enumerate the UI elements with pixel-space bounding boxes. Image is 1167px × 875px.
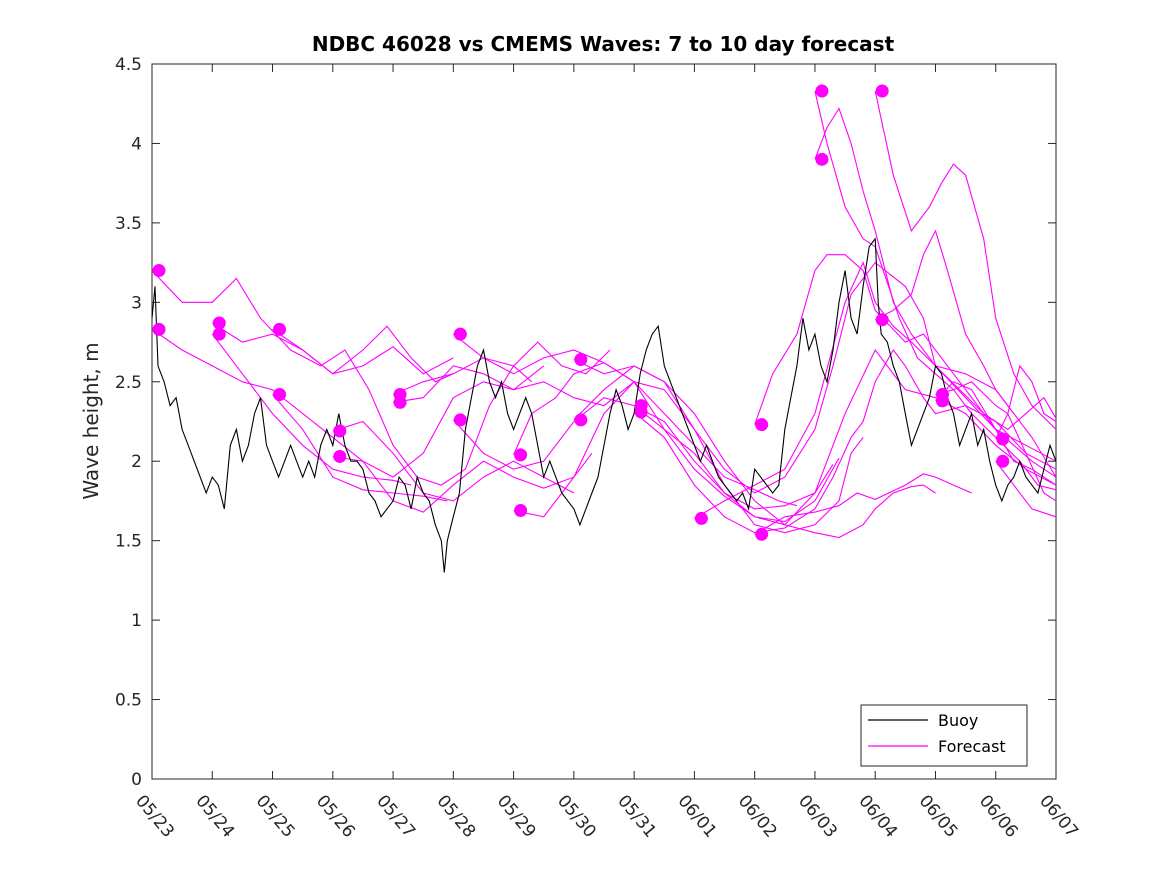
forecast-run-line [995, 364, 1057, 440]
y-axis: 0 0.5 1 1.5 2 2.5 3 3.5 4 4.5 [115, 55, 1056, 790]
y-tick-label: 1 [131, 611, 142, 631]
forecast-run-line [754, 254, 1057, 486]
forecast-run-line [935, 381, 1057, 478]
y-tick-label: 3.5 [115, 214, 142, 234]
forecast-run-line [272, 328, 454, 375]
forecast-run-line [573, 261, 1057, 494]
forecast-run-line [814, 107, 1057, 431]
forecast-run-line [211, 333, 412, 486]
forecast-run-line [694, 261, 1015, 519]
forecast-start-point [453, 413, 467, 427]
forecast-start-point [212, 327, 226, 341]
forecast-start-point [815, 84, 829, 98]
forecast-start-point [152, 264, 166, 278]
forecast-start-point [453, 327, 467, 341]
forecast-run-line [513, 362, 840, 523]
forecast-start-point [875, 84, 889, 98]
forecast-start-point [393, 395, 407, 409]
forecast-start-point [875, 313, 889, 327]
forecast-run-line [935, 381, 1057, 502]
legend-label-buoy: Buoy [938, 711, 978, 730]
legend-label-forecast: Forecast [938, 737, 1006, 756]
forecast-start-point [514, 503, 528, 517]
y-tick-label: 2.5 [115, 373, 142, 393]
y-tick-label: 3 [131, 293, 142, 313]
forecast-run-line [874, 229, 1057, 478]
forecast-start-point [574, 413, 588, 427]
plot-area [151, 63, 1057, 780]
y-axis-label: Wave height, m [79, 342, 103, 499]
forecast-run-line [452, 397, 834, 510]
series-layer [151, 84, 1057, 573]
y-tick-label: 1.5 [115, 532, 142, 552]
y-tick-label: 2 [131, 452, 142, 472]
y-tick-label: 0.5 [115, 691, 142, 711]
forecast-run-line [513, 381, 864, 534]
forecast-start-point [333, 424, 347, 438]
forecast-start-point [212, 316, 226, 330]
forecast-run-line [151, 328, 545, 478]
forecast-start-point [755, 527, 769, 541]
legend-box [860, 704, 1028, 767]
buoy-line [151, 237, 1057, 573]
legend: Buoy Forecast [860, 704, 1028, 767]
y-tick-label: 4 [131, 134, 142, 154]
forecast-start-point [574, 353, 588, 367]
forecast-run-line [392, 341, 611, 396]
forecast-run-line [814, 90, 1057, 491]
forecast-run-line [212, 322, 454, 383]
y-tick-label: 4.5 [115, 55, 142, 75]
forecast-start-point [273, 322, 287, 336]
forecast-start-point [333, 449, 347, 463]
forecast-start-point [996, 454, 1010, 468]
forecast-start-point [634, 405, 648, 419]
forecast-run-line [633, 348, 1057, 526]
forecast-run-line [272, 394, 448, 502]
forecast-start-point [996, 432, 1010, 446]
forecast-run-line [393, 365, 635, 407]
forecast-run-line [754, 473, 972, 535]
chart-title: NDBC 46028 vs CMEMS Waves: 7 to 10 day f… [312, 32, 895, 56]
forecast-start-point [273, 387, 287, 401]
forecast-start-point [694, 511, 708, 525]
forecast-run-line [332, 452, 593, 513]
forecast-start-point [514, 448, 528, 462]
forecast-start-point [935, 394, 949, 408]
forecast-start-point [152, 322, 166, 336]
forecast-start-point [755, 418, 769, 432]
forecast-run-line [995, 460, 1057, 518]
forecast-start-point [815, 152, 829, 166]
forecast-run-line [151, 270, 533, 486]
forecast-run-line [332, 420, 575, 502]
y-tick-label: 0 [131, 770, 142, 790]
